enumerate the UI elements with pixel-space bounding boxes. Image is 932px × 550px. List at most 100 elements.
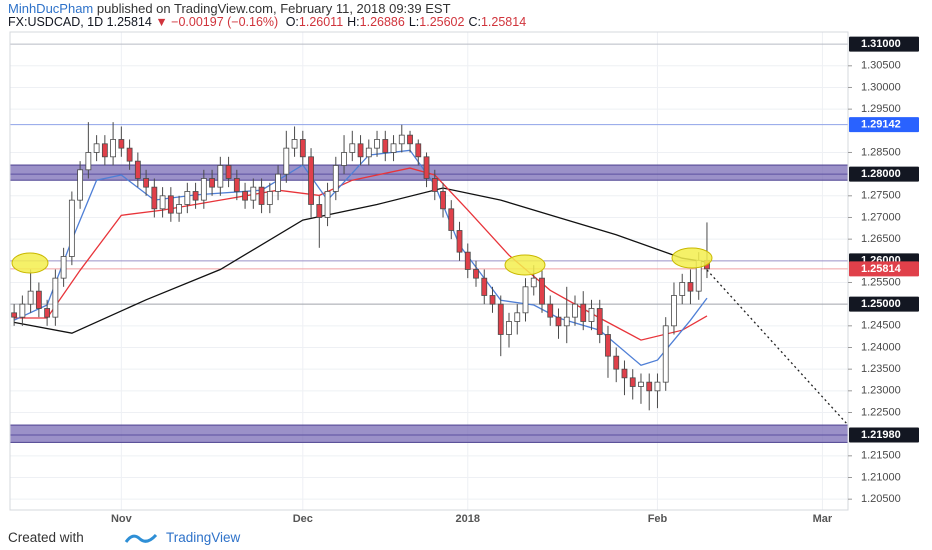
- candle-body: [217, 165, 224, 188]
- candle-body: [60, 256, 67, 279]
- axes: 1.30500 1.30000 1.29500 1.28500 1.27500 1.270…: [111, 36, 919, 525]
- ohlc-value: 1.26011: [298, 15, 344, 29]
- legend: FX:USDCAD, 1D 1.25814 ▼ −0.00197 (−0.16%…: [8, 15, 526, 29]
- ohlc-value: 1.26886: [359, 15, 405, 29]
- y-tick-label: 1.23500: [861, 363, 901, 375]
- ohlc-value: 1.25602: [419, 15, 465, 29]
- candle-body: [349, 143, 356, 153]
- candle-body: [539, 277, 545, 305]
- logo: [124, 533, 158, 543]
- candle-body: [35, 290, 42, 309]
- candle-body: [654, 381, 661, 392]
- candle-body: [44, 308, 51, 318]
- candle-body: [671, 295, 677, 327]
- price-label: 1.28000: [861, 168, 901, 180]
- candle-body: [118, 139, 125, 149]
- candle-body: [299, 139, 306, 158]
- y-tick-label: 1.28500: [861, 146, 901, 158]
- ma-lines: [13, 149, 708, 367]
- candle-body: [258, 186, 265, 205]
- ohlc-label: C:: [468, 15, 481, 29]
- candle-body: [407, 134, 413, 145]
- y-tick-label: 1.30000: [861, 81, 901, 93]
- candle-body: [101, 143, 108, 158]
- candle-body: [143, 178, 149, 188]
- highlight-ellipse: [671, 247, 713, 269]
- candle-body: [662, 325, 669, 383]
- price-label-box: [849, 261, 919, 277]
- candle-body: [497, 303, 504, 335]
- candle-body: [233, 178, 240, 192]
- y-tick-label: 1.21000: [861, 471, 901, 483]
- candle-body: [126, 147, 133, 162]
- change-arrow: ▼: [155, 15, 168, 29]
- footer: Created with TradingView: [0, 528, 932, 550]
- candle-body: [456, 230, 463, 253]
- y-tick-label: 1.24500: [861, 320, 901, 332]
- chart: 1.30500 1.30000 1.29500 1.28500 1.27500 1.270…: [9, 31, 919, 525]
- candle-body: [52, 277, 59, 318]
- candle-body: [555, 316, 562, 327]
- candle-body: [184, 191, 191, 205]
- price-label-box: [849, 166, 919, 182]
- candle-body: [209, 178, 215, 188]
- candle-body: [200, 178, 207, 201]
- symbol: FX:USDCAD, 1D: [8, 15, 104, 29]
- candle-body: [621, 368, 628, 379]
- candle-body: [382, 139, 389, 153]
- candle-body: [605, 334, 611, 357]
- candle-body: [489, 295, 496, 305]
- candle-body: [316, 204, 323, 218]
- candle-body: [679, 282, 686, 296]
- footer-brand[interactable]: TradingView: [166, 530, 241, 545]
- publish-line: MinhDucPham published on TradingView.com…: [8, 1, 451, 16]
- zone: [10, 424, 848, 443]
- candle-body: [572, 303, 578, 318]
- price-label: 1.21980: [861, 429, 901, 441]
- candle-body: [365, 147, 372, 158]
- change: −0.00197 (−0.16%): [171, 15, 279, 29]
- price-label-box: [849, 36, 919, 52]
- y-tick-label: 1.27000: [861, 211, 901, 223]
- candle-body: [481, 277, 488, 296]
- y-tick-label: 1.20500: [861, 493, 901, 505]
- price-label-box: [849, 427, 919, 443]
- annotations: [11, 247, 849, 426]
- candle-body: [291, 139, 298, 149]
- candle-body: [506, 321, 512, 335]
- ma-line: [14, 167, 708, 341]
- candle-body: [151, 186, 158, 210]
- candle-body: [283, 147, 290, 175]
- candle-body: [308, 156, 314, 205]
- candle-body: [266, 191, 273, 205]
- candle-body: [398, 134, 405, 145]
- price-label: 1.25814: [861, 263, 902, 275]
- candle-body: [357, 143, 364, 158]
- candles: [11, 122, 710, 411]
- candle-body: [613, 355, 620, 370]
- candle-body: [159, 195, 166, 210]
- x-tick-label: Dec: [293, 513, 313, 525]
- y-tick-label: 1.23000: [861, 385, 901, 397]
- price-label: 1.25000: [861, 298, 901, 310]
- candle-body: [580, 303, 587, 322]
- candle-body: [563, 316, 570, 327]
- header: MinhDucPham published on TradingView.com…: [0, 0, 932, 32]
- candle-body: [19, 303, 26, 318]
- candle-body: [522, 286, 529, 314]
- highlight-ellipse: [504, 254, 546, 276]
- candle-body: [324, 191, 331, 218]
- candle-body: [242, 191, 248, 201]
- x-tick-label: 2018: [456, 513, 480, 525]
- ma-line: [13, 149, 708, 367]
- highlight-ellipse: [11, 252, 49, 274]
- price-label: 1.31000: [861, 38, 901, 50]
- x-tick-label: Nov: [111, 513, 133, 525]
- author[interactable]: MinhDucPham: [8, 1, 94, 16]
- candle-body: [374, 139, 380, 149]
- candle-body: [638, 381, 644, 387]
- plot-frame: [9, 31, 849, 511]
- ohlc-label: H:: [347, 15, 360, 29]
- candle-body: [225, 165, 232, 179]
